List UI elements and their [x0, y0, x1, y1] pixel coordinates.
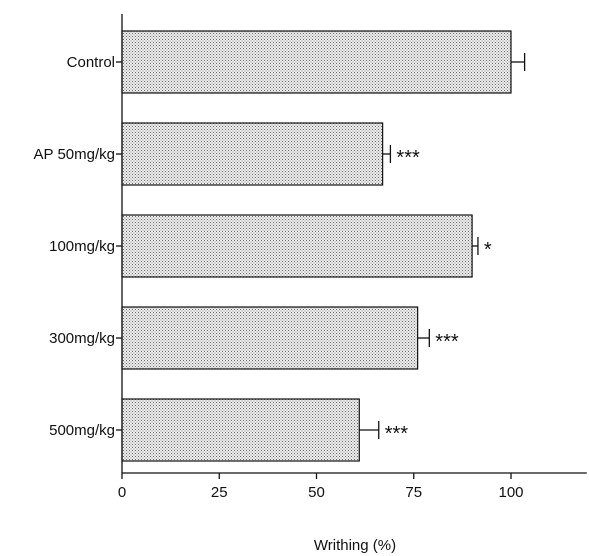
bar: [121, 306, 419, 370]
y-ticks: Control AP 50mg/kg 100mg/kg 300mg/kg 500mg/k…: [34, 54, 122, 439]
y-tick-label: 500mg/kg: [49, 422, 115, 439]
significance-label: ***: [435, 331, 459, 353]
x-tick-label: 0: [118, 484, 126, 501]
significance-layer: **********: [385, 147, 492, 445]
bars-layer: [121, 30, 512, 462]
x-tick-label: 100: [498, 484, 523, 501]
x-tick-label: 75: [405, 484, 422, 501]
significance-label: ***: [396, 147, 420, 169]
significance-label: *: [484, 239, 492, 261]
x-axis-label: Writhing (%): [314, 537, 396, 554]
x-tick-label: 50: [308, 484, 325, 501]
bar: [121, 122, 384, 186]
bar: [121, 398, 360, 462]
y-tick-label: 100mg/kg: [49, 238, 115, 255]
y-tick-label: Control: [67, 54, 115, 71]
x-ticks: 0 25 50 75 100: [118, 473, 524, 501]
y-tick-label: AP 50mg/kg: [34, 146, 115, 163]
bar: [121, 30, 512, 94]
y-tick-label: 300mg/kg: [49, 330, 115, 347]
bar: [121, 214, 473, 278]
x-tick-label: 25: [211, 484, 228, 501]
significance-label: ***: [385, 423, 409, 445]
error-bars-layer: [359, 53, 526, 439]
